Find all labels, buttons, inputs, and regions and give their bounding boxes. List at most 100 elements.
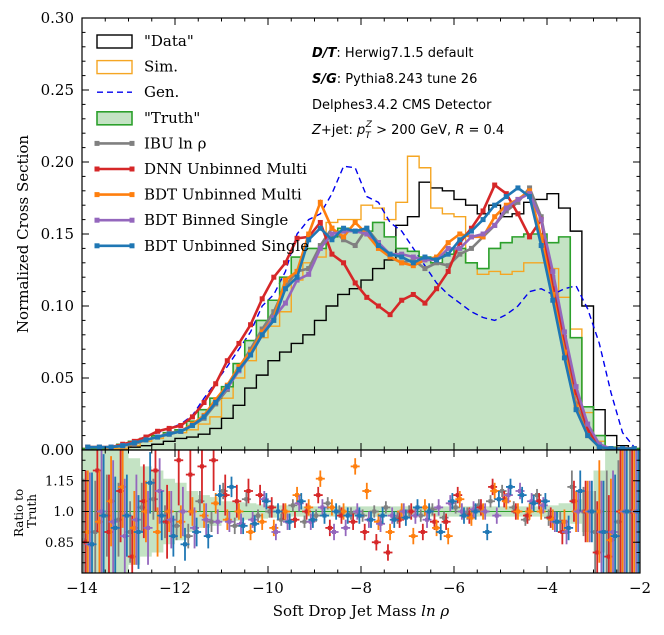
series-8-point — [213, 399, 219, 405]
series-5-point — [236, 340, 242, 346]
series-7-point — [364, 231, 370, 237]
ratio-point — [518, 489, 523, 493]
series-4-point — [282, 283, 288, 289]
series-5-point — [248, 322, 254, 328]
series-7-point — [515, 196, 521, 202]
series-8-point — [236, 366, 242, 372]
series-8-point — [155, 434, 161, 440]
series-8-point — [410, 260, 416, 266]
series-8-point — [166, 431, 172, 437]
series-7-point — [596, 441, 602, 447]
series-8-point — [271, 317, 277, 323]
ratio-point — [397, 517, 402, 522]
ratio-point — [306, 505, 311, 510]
ratio-point — [215, 519, 220, 524]
ratio-point — [403, 515, 408, 520]
ratio-point — [345, 513, 350, 518]
main-ytick-label: 0.25 — [41, 81, 74, 99]
ratio-point — [89, 542, 94, 547]
ratio-point — [471, 507, 476, 512]
ratio-point — [269, 505, 274, 510]
ratio-point — [146, 525, 151, 530]
ratio-ytick-label: 0.85 — [45, 536, 74, 551]
series-5-point — [515, 211, 521, 217]
series-8-point — [131, 440, 137, 446]
series-4-point — [434, 260, 440, 266]
series-8-point — [341, 225, 347, 231]
series-8-point — [492, 202, 498, 208]
ratio-point — [273, 530, 278, 534]
ratio-point — [314, 513, 319, 518]
ratio-ytick-label: 1.0 — [53, 505, 74, 520]
ratio-point — [520, 493, 525, 498]
ratio-point — [554, 519, 559, 524]
series-7-point — [410, 254, 416, 260]
main-series — [82, 155, 640, 450]
ratio-panel: 0.85 1.0 1.15 −14 −12 −10 −8 −6 −4 −2 Ratio to T… — [12, 449, 651, 620]
ratio-point — [153, 468, 158, 473]
series-5-point — [317, 219, 323, 225]
ratio-point — [250, 517, 255, 522]
ratio-point — [593, 530, 598, 534]
ratio-point — [525, 513, 530, 518]
series-4-point — [468, 245, 474, 251]
ratio-point — [332, 530, 337, 534]
ratio-point — [275, 509, 280, 514]
ratio-point — [430, 507, 435, 512]
series-8-point — [294, 274, 300, 280]
ratio-point — [320, 505, 325, 510]
ratio-point — [327, 525, 332, 530]
series-7-point — [445, 245, 451, 251]
ratio-point — [157, 489, 162, 493]
annotation-dt: D/T: Herwig7.1.5 default — [312, 46, 474, 61]
ratio-point — [197, 499, 202, 504]
series-4-point — [259, 326, 265, 332]
ratio-point — [601, 530, 606, 534]
ratio-point — [217, 493, 222, 498]
ratio-point — [192, 525, 197, 530]
legend-marker — [129, 166, 135, 172]
ratio-point — [427, 509, 432, 514]
ratio-point — [151, 497, 156, 502]
series-5-point — [375, 303, 381, 309]
legend-swatch — [96, 34, 133, 49]
series-5-point — [352, 280, 358, 286]
ratio-point — [182, 542, 187, 547]
ratio-point — [488, 499, 493, 504]
main-ytick-label: 0.20 — [41, 153, 74, 171]
series-6-point — [341, 234, 347, 240]
ratio-point — [606, 554, 611, 559]
ratio-point — [564, 530, 569, 534]
legend-marker — [129, 192, 135, 198]
ratio-point — [260, 519, 265, 524]
series-8-point — [329, 237, 335, 243]
legend-label: Sim. — [144, 58, 178, 76]
ratio-point — [420, 530, 425, 534]
ratio-point — [318, 476, 323, 481]
main-panel: 0.00 0.05 0.10 0.15 0.20 0.25 0.30 Normalized … — [14, 9, 641, 459]
ratio-point — [308, 519, 313, 524]
legend-label: "Data" — [144, 32, 194, 50]
x-tick-label: −2 — [629, 579, 651, 597]
series-6-point — [445, 240, 451, 246]
ratio-point — [597, 509, 602, 514]
legend-item: BDT Unbinned Multi — [94, 186, 302, 204]
series-6-point — [387, 254, 393, 260]
ratio-point — [515, 509, 520, 514]
ratio-point — [229, 484, 234, 489]
legend-marker — [94, 217, 100, 223]
series-7-point — [457, 245, 463, 251]
legend-label: DNN Unbinned Multi — [144, 160, 307, 178]
series-5-point — [480, 208, 486, 214]
legend-label: BDT Unbinned Multi — [144, 186, 302, 204]
ratio-point — [562, 519, 567, 524]
series-6-point — [282, 277, 288, 283]
series-8-point — [387, 251, 393, 257]
ratio-point — [351, 519, 356, 524]
series-7-point — [550, 268, 556, 274]
series-7-point — [503, 205, 509, 211]
series-5-point — [224, 358, 230, 364]
ratio-point — [292, 517, 297, 522]
series-5-point — [527, 234, 533, 240]
ratio-point — [434, 525, 439, 530]
